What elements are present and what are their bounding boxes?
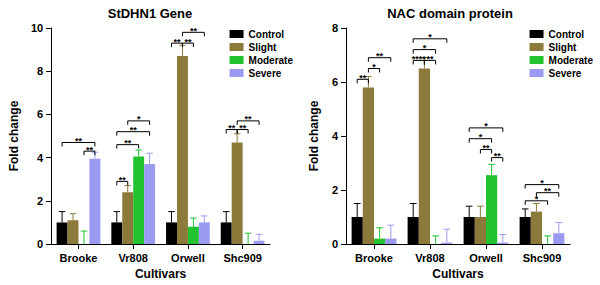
svg-text:**: ** bbox=[119, 175, 127, 185]
svg-text:8: 8 bbox=[37, 65, 43, 77]
svg-text:NAC domain protein: NAC domain protein bbox=[387, 6, 513, 21]
svg-text:Cultivars: Cultivars bbox=[135, 267, 187, 281]
svg-text:**: ** bbox=[130, 125, 138, 135]
svg-text:Cultivars: Cultivars bbox=[432, 267, 484, 281]
svg-text:**: ** bbox=[239, 123, 247, 133]
svg-text:*: * bbox=[137, 114, 141, 124]
svg-text:Vr808: Vr808 bbox=[415, 252, 444, 264]
svg-text:Orwell: Orwell bbox=[171, 252, 205, 264]
svg-text:*: * bbox=[484, 121, 488, 131]
svg-text:**: ** bbox=[544, 186, 552, 196]
svg-text:0: 0 bbox=[332, 238, 338, 250]
svg-text:**: ** bbox=[482, 143, 490, 153]
svg-text:Moderate: Moderate bbox=[549, 55, 594, 66]
svg-text:Slight: Slight bbox=[549, 42, 577, 53]
svg-text:Brooke: Brooke bbox=[60, 252, 98, 264]
svg-text:Control: Control bbox=[249, 29, 285, 40]
svg-text:Orwell: Orwell bbox=[469, 252, 503, 264]
svg-text:*: * bbox=[423, 43, 427, 53]
svg-text:6: 6 bbox=[37, 108, 43, 120]
svg-text:**: ** bbox=[184, 37, 192, 47]
svg-text:10: 10 bbox=[31, 22, 43, 34]
svg-text:6: 6 bbox=[332, 76, 338, 88]
svg-text:Shc909: Shc909 bbox=[223, 252, 262, 264]
svg-text:**: ** bbox=[494, 151, 502, 161]
svg-text:2: 2 bbox=[332, 184, 338, 196]
svg-text:**: ** bbox=[359, 73, 367, 83]
svg-text:8: 8 bbox=[332, 22, 338, 34]
svg-text:StDHN1 Gene: StDHN1 Gene bbox=[108, 6, 193, 21]
svg-text:Severe: Severe bbox=[549, 68, 582, 79]
svg-text:**: ** bbox=[228, 123, 236, 133]
svg-text:**: ** bbox=[190, 26, 198, 36]
svg-text:*: * bbox=[479, 132, 483, 142]
svg-text:Shc909: Shc909 bbox=[523, 252, 562, 264]
svg-text:4: 4 bbox=[332, 130, 339, 142]
svg-text:4: 4 bbox=[37, 152, 44, 164]
svg-text:2: 2 bbox=[37, 195, 43, 207]
svg-text:**: ** bbox=[245, 114, 253, 124]
svg-text:*: * bbox=[372, 62, 376, 72]
svg-text:**: ** bbox=[86, 145, 94, 155]
svg-text:**: ** bbox=[426, 54, 434, 64]
svg-text:*: * bbox=[540, 178, 544, 188]
svg-text:0: 0 bbox=[37, 238, 43, 250]
svg-text:Slight: Slight bbox=[249, 42, 277, 53]
svg-text:**: ** bbox=[75, 136, 83, 146]
svg-text:Moderate: Moderate bbox=[249, 55, 294, 66]
svg-text:Fold change: Fold change bbox=[7, 100, 21, 171]
svg-text:Vr808: Vr808 bbox=[119, 252, 148, 264]
svg-text:**: ** bbox=[173, 37, 181, 47]
svg-text:**: ** bbox=[124, 138, 132, 148]
svg-text:**: ** bbox=[376, 51, 384, 61]
svg-text:Brooke: Brooke bbox=[355, 252, 393, 264]
svg-text:Control: Control bbox=[549, 29, 585, 40]
svg-text:*: * bbox=[428, 32, 432, 42]
svg-text:Fold change: Fold change bbox=[307, 100, 321, 171]
svg-text:Severe: Severe bbox=[249, 68, 282, 79]
